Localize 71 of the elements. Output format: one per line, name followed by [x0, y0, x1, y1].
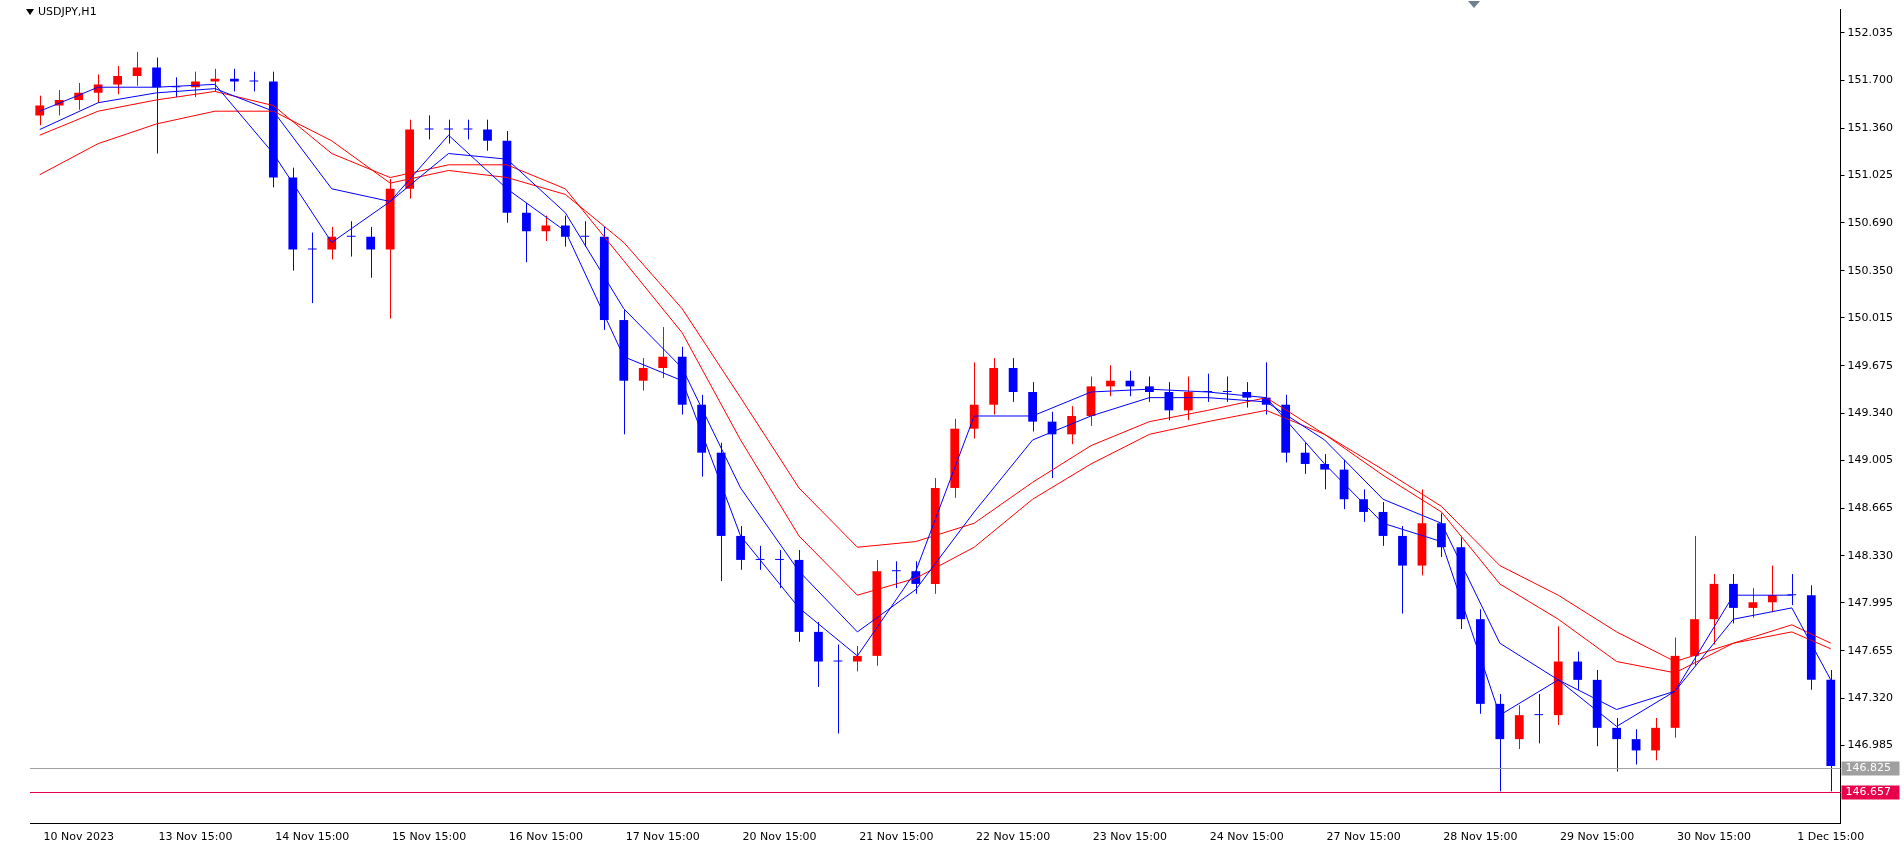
x-tick-label: 13 Nov 15:00 — [158, 830, 233, 844]
y-tick-label: 150.015 — [1847, 310, 1894, 324]
candlestick — [1748, 587, 1758, 619]
x-tick-label: 24 Nov 15:00 — [1209, 830, 1284, 844]
ref-line-label: 146.657 — [1845, 785, 1892, 799]
candlestick — [1300, 442, 1310, 475]
candlestick — [522, 202, 531, 263]
candlestick — [560, 215, 570, 248]
candlestick — [1008, 357, 1018, 403]
candlestick — [1164, 381, 1174, 421]
x-tick-label: 29 Nov 15:00 — [1560, 830, 1635, 844]
candlestick — [1183, 375, 1193, 421]
x-tick-label: 14 Nov 15:00 — [275, 830, 350, 844]
y-tick-label: 149.340 — [1847, 406, 1894, 420]
y-tick-label: 151.025 — [1847, 168, 1894, 182]
x-tick-label: 15 Nov 15:00 — [392, 830, 467, 844]
y-tick-label: 151.700 — [1847, 73, 1894, 87]
candlestick — [1514, 704, 1524, 750]
candlestick — [1320, 453, 1329, 490]
y-tick-label: 146.985 — [1847, 738, 1894, 752]
x-tick-label: 10 Nov 2023 — [43, 830, 114, 844]
y-tick-label: 148.665 — [1847, 501, 1894, 515]
candlestick — [346, 220, 356, 258]
candlestick — [541, 215, 551, 242]
ref-line-label: 146.825 — [1845, 761, 1892, 775]
candlestick — [1222, 375, 1232, 403]
candlestick — [1106, 364, 1115, 397]
candlestick — [891, 560, 901, 589]
candlestick — [969, 361, 979, 440]
y-tick-label: 148.330 — [1847, 548, 1894, 562]
y-tick-label: 151.360 — [1847, 120, 1894, 134]
candlestick — [736, 525, 745, 571]
y-tick-label: 150.350 — [1847, 263, 1894, 277]
candlestick — [444, 119, 453, 145]
x-tick-label: 20 Nov 15:00 — [742, 830, 817, 844]
y-tick-label: 149.005 — [1847, 453, 1894, 467]
candlestick — [1651, 717, 1660, 761]
candlestick — [483, 119, 492, 152]
candlestick — [307, 232, 317, 304]
candlestick — [230, 68, 239, 92]
x-tick-label: 17 Nov 15:00 — [625, 830, 700, 844]
candlestick — [113, 65, 122, 95]
y-tick-label: 152.035 — [1847, 25, 1894, 39]
y-tick-label: 147.655 — [1847, 643, 1894, 657]
y-tick-label: 149.675 — [1847, 358, 1894, 372]
candlestick — [1145, 375, 1154, 403]
candlestick — [1437, 512, 1446, 558]
x-tick-label: 27 Nov 15:00 — [1326, 830, 1401, 844]
candlestick — [366, 226, 376, 279]
x-tick-label: 23 Nov 15:00 — [1092, 830, 1168, 844]
chart-title: USDJPY,H1 — [38, 5, 97, 18]
x-tick-label: 16 Nov 15:00 — [508, 830, 583, 844]
candlestick — [1729, 573, 1738, 624]
y-tick-label: 147.995 — [1847, 595, 1894, 609]
candlestick — [658, 326, 668, 379]
x-tick-label: 28 Nov 15:00 — [1443, 830, 1518, 844]
candlestick — [1573, 651, 1583, 691]
candlestick — [1534, 693, 1544, 744]
x-tick-label: 21 Nov 15:00 — [859, 830, 934, 844]
x-tick-label: 22 Nov 15:00 — [976, 830, 1051, 844]
x-tick-label: 1 Dec 15:00 — [1797, 830, 1865, 844]
x-tick-label: 30 Nov 15:00 — [1676, 830, 1752, 844]
candlestick — [1359, 488, 1368, 523]
y-tick-label: 147.320 — [1847, 691, 1894, 705]
y-tick-label: 150.690 — [1847, 215, 1894, 229]
candlestick — [93, 74, 103, 104]
candlestick — [1067, 405, 1076, 445]
candlestick — [132, 51, 142, 87]
candlestick — [853, 645, 862, 672]
candlestick — [638, 357, 648, 392]
candlestick — [775, 549, 784, 589]
